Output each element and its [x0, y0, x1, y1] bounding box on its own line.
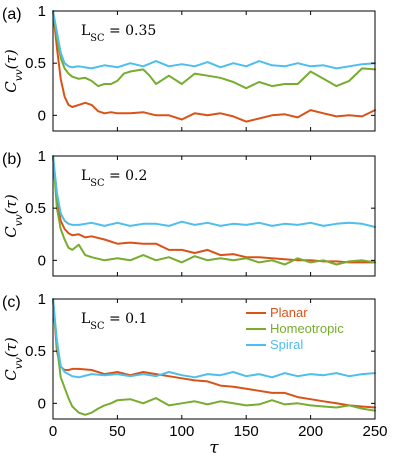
y-axis-label: Cvv(τ)	[2, 49, 25, 93]
lsc-annotation: LSC = 0.2	[81, 168, 147, 189]
x-tick-label: 100	[169, 423, 194, 440]
panel-2: 0 0.5 1 (b) Cvv(τ) LSC = 0.2	[2, 148, 376, 277]
series-line-spiral	[52, 10, 376, 70]
series-line-spiral	[52, 155, 376, 228]
panel-3: 0 50 100 150 200 250 0 0.5 1 (c) Cvv(τ) LSC = 0.1 τ P…	[2, 291, 388, 456]
panel-label: (a)	[2, 6, 22, 23]
y-tick-label: 1	[38, 3, 46, 20]
panel-label: (b)	[2, 151, 22, 168]
legend-label-spiral: Spiral	[270, 337, 303, 352]
x-axis-label: τ	[209, 438, 219, 456]
y-tick-label: 1	[38, 291, 46, 308]
plot-frame	[52, 298, 376, 420]
y-axis-label: Cvv(τ)	[2, 194, 25, 238]
y-tick-label: 0	[38, 107, 46, 124]
y-tick-label: 0	[38, 252, 46, 269]
plot-frame	[52, 155, 376, 277]
legend-label-homeotropic: Homeotropic	[270, 321, 344, 336]
legend-label-planar: Planar	[270, 305, 308, 320]
series-line-planar	[52, 10, 376, 123]
series-line-homeotropic	[52, 155, 376, 266]
x-tick-label: 250	[362, 423, 387, 440]
plot-frame	[52, 10, 376, 132]
series-line-planar	[52, 298, 376, 409]
lsc-annotation: LSC = 0.1	[81, 311, 147, 332]
x-tick-label: 0	[49, 423, 57, 440]
x-tick-label: 200	[298, 423, 323, 440]
panel-label: (c)	[2, 294, 21, 311]
series-line-homeotropic	[52, 298, 376, 416]
y-tick-label: 1	[38, 148, 46, 165]
series-line-spiral	[52, 298, 376, 379]
y-tick-label: 0	[38, 395, 46, 412]
y-tick-label: 0.5	[25, 55, 46, 72]
y-tick-label: 0.5	[25, 200, 46, 217]
panel-1: 0 0.5 1 (a) Cvv(τ) LSC = 0.35	[2, 3, 376, 132]
lsc-annotation: LSC = 0.35	[81, 23, 156, 44]
y-axis-label: Cvv(τ)	[2, 337, 25, 381]
series-line-homeotropic	[52, 10, 376, 90]
series-line-planar	[52, 155, 376, 264]
y-tick-label: 0.5	[25, 343, 46, 360]
x-tick-label: 50	[109, 423, 126, 440]
x-tick-label: 150	[234, 423, 259, 440]
